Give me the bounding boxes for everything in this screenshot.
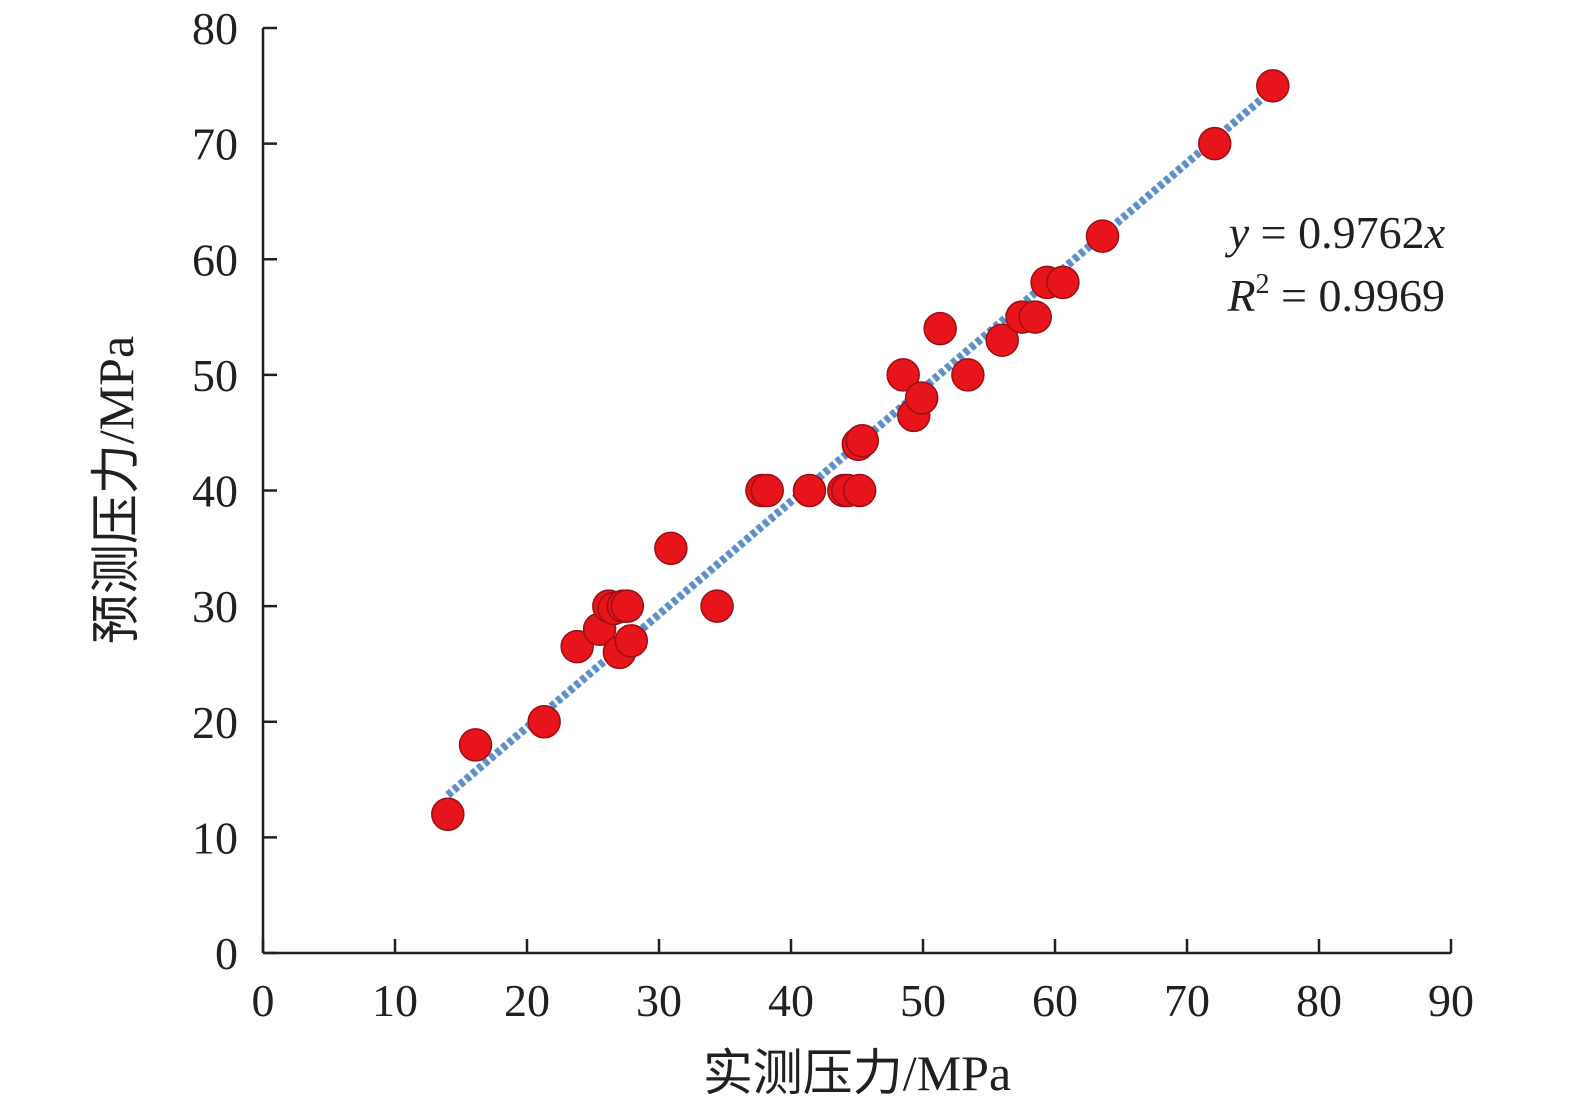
data-point <box>952 359 984 391</box>
y-tick-label: 10 <box>192 812 238 863</box>
data-point <box>1047 266 1079 298</box>
y-axis-title: 预测压力/MPa <box>88 336 144 644</box>
x-tick-label: 70 <box>1164 975 1210 1026</box>
x-tick-label: 90 <box>1428 975 1474 1026</box>
data-point <box>1019 301 1051 333</box>
r-squared-line: R2 = 0.9969 <box>1226 269 1445 321</box>
data-point <box>701 590 733 622</box>
data-point <box>924 313 956 345</box>
data-point <box>793 475 825 507</box>
x-tick-label: 30 <box>636 975 682 1026</box>
y-tick-label: 30 <box>192 581 238 632</box>
equation-coefficient: = 0.9762 <box>1249 207 1424 258</box>
y-tick-label: 40 <box>192 466 238 517</box>
y-tick-label: 60 <box>192 234 238 285</box>
x-tick-label: 0 <box>252 975 275 1026</box>
y-tick-label: 70 <box>192 119 238 170</box>
x-tick-label: 80 <box>1296 975 1342 1026</box>
data-point <box>655 532 687 564</box>
data-point <box>615 625 647 657</box>
equation-y-var: y <box>1225 207 1250 258</box>
x-tick-label: 40 <box>768 975 814 1026</box>
y-tick-label: 0 <box>215 928 238 979</box>
data-point <box>1199 128 1231 160</box>
data-point <box>906 382 938 414</box>
r-symbol: R <box>1226 270 1255 321</box>
x-tick-label: 20 <box>504 975 550 1026</box>
x-tick-label: 10 <box>372 975 418 1026</box>
y-tick-label: 20 <box>192 697 238 748</box>
data-point <box>844 475 876 507</box>
equation-x-var: x <box>1424 207 1446 258</box>
r-squared-value: = 0.9969 <box>1270 270 1445 321</box>
x-tick-label: 60 <box>1032 975 1078 1026</box>
trendline-equation: y = 0.9762x R2 = 0.9969 <box>1225 207 1446 321</box>
r-exponent: 2 <box>1256 269 1270 300</box>
data-point <box>528 706 560 738</box>
data-point <box>751 475 783 507</box>
data-point <box>1087 220 1119 252</box>
equation-line: y = 0.9762x <box>1225 207 1446 258</box>
data-point <box>611 590 643 622</box>
y-tick-label: 80 <box>192 3 238 54</box>
x-tick-label: 50 <box>900 975 946 1026</box>
y-tick-label: 50 <box>192 350 238 401</box>
data-point <box>846 425 878 457</box>
data-point <box>1257 70 1289 102</box>
data-point <box>432 798 464 830</box>
data-point <box>460 729 492 761</box>
x-axis-title: 实测压力/MPa <box>703 1045 1011 1101</box>
